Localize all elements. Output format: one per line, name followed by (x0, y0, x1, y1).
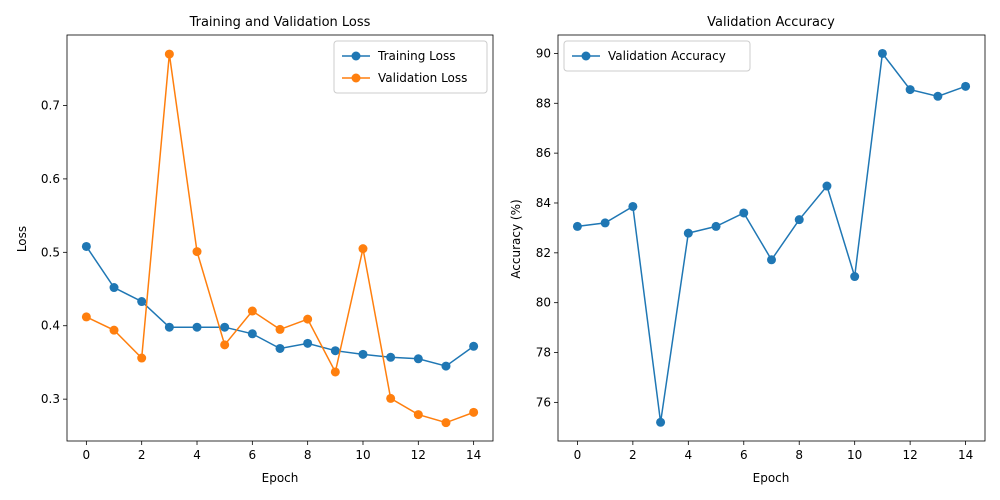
accuracy-x-tick-label: 14 (958, 448, 973, 462)
validation-loss-point (303, 314, 313, 324)
loss-y-tick-label: 0.3 (41, 392, 60, 406)
training-loss-legend-label: Training Loss (377, 49, 455, 63)
validation-loss-point (413, 410, 423, 420)
accuracy-chart-xlabel: Epoch (753, 471, 790, 485)
validation-accuracy-point (656, 417, 666, 427)
accuracy-x-tick-label: 8 (795, 448, 803, 462)
validation-loss-point (247, 306, 257, 316)
training-loss-point (109, 283, 119, 293)
training-loss-point (469, 341, 479, 351)
validation-loss-point (81, 312, 91, 322)
loss-x-tick-label: 8 (304, 448, 312, 462)
loss-y-tick-label: 0.6 (41, 172, 60, 186)
accuracy-y-tick-label: 90 (536, 46, 551, 60)
accuracy-x-tick-label: 0 (574, 448, 582, 462)
validation-loss-point (220, 340, 230, 350)
validation-loss-point (386, 393, 396, 403)
validation-loss-point (109, 325, 119, 335)
validation-accuracy-point (600, 218, 610, 228)
validation-accuracy-point (961, 81, 971, 91)
training-loss-point (247, 329, 257, 339)
validation-accuracy-point (794, 215, 804, 225)
accuracy-x-tick-label: 12 (902, 448, 917, 462)
accuracy-axes-frame (557, 34, 986, 442)
accuracy-legend: Validation Accuracy (563, 40, 751, 72)
accuracy-x-tick-label: 4 (684, 448, 692, 462)
validation-loss-legend-label: Validation Loss (378, 71, 467, 85)
loss-x-tick-label: 2 (138, 448, 146, 462)
validation-accuracy-point (933, 91, 943, 101)
validation-loss-point (137, 353, 147, 363)
accuracy-y-tick-label: 84 (536, 196, 551, 210)
loss-chart-ylabel: Loss (15, 226, 29, 252)
validation-accuracy-point (711, 221, 721, 231)
loss-axes-frame (66, 34, 494, 442)
training-loss-point (330, 346, 340, 356)
accuracy-y-tick-label: 80 (536, 296, 551, 310)
loss-y-tick-label: 0.7 (41, 98, 60, 112)
loss-chart-xlabel: Epoch (262, 471, 299, 485)
accuracy-y-tick-label: 76 (536, 395, 551, 409)
validation-loss-point (469, 407, 479, 417)
validation-loss-point (330, 367, 340, 377)
validation-loss-line (86, 53, 474, 424)
loss-chart-title: Training and Validation Loss (189, 15, 371, 30)
accuracy-chart: Validation Accuracy Epoch Accuracy (%) 0… (509, 15, 986, 485)
validation-loss-legend-marker (351, 73, 361, 83)
loss-legend-box (333, 40, 488, 94)
training-loss-point (220, 322, 230, 332)
training-loss-point (441, 361, 451, 371)
validation-accuracy-point (767, 255, 776, 265)
validation-loss-point (164, 49, 174, 59)
accuracy-chart-ylabel: Accuracy (%) (509, 199, 523, 278)
validation-accuracy-legend-label: Validation Accuracy (608, 49, 726, 63)
validation-loss-point (192, 247, 202, 257)
validation-accuracy-line (577, 51, 966, 423)
loss-y-tick-label: 0.4 (41, 319, 60, 333)
loss-x-tick-label: 12 (411, 448, 426, 462)
validation-accuracy-point (739, 208, 749, 218)
training-loss-point (358, 349, 368, 359)
validation-accuracy-point (905, 85, 915, 95)
accuracy-y-tick-label: 78 (536, 346, 551, 360)
accuracy-chart-title: Validation Accuracy (707, 15, 835, 30)
loss-legend: Training Loss Validation Loss (333, 40, 488, 94)
training-loss-point (137, 297, 147, 307)
loss-x-tick-label: 6 (249, 448, 257, 462)
training-loss-point (386, 352, 396, 362)
validation-accuracy-point (850, 272, 860, 282)
validation-loss-point (358, 244, 368, 254)
loss-chart: Training and Validation Loss Epoch Loss … (15, 15, 494, 485)
validation-accuracy-point (877, 48, 887, 58)
training-loss-point (413, 354, 423, 364)
training-loss-point (164, 322, 174, 332)
loss-y-tick-label: 0.5 (41, 245, 60, 259)
training-loss-legend-marker (351, 51, 361, 61)
validation-loss-point (441, 418, 451, 428)
loss-x-tick-label: 4 (193, 448, 201, 462)
validation-accuracy-legend-marker (581, 51, 591, 61)
accuracy-legend-box (563, 40, 751, 72)
accuracy-x-tick-label: 10 (847, 448, 862, 462)
accuracy-y-tick-label: 86 (536, 146, 551, 160)
validation-accuracy-point (683, 228, 693, 238)
validation-loss-point (275, 324, 285, 334)
training-loss-point (303, 338, 313, 348)
accuracy-x-tick-label: 6 (740, 448, 748, 462)
loss-x-tick-label: 0 (83, 448, 91, 462)
validation-accuracy-point (822, 181, 832, 191)
accuracy-y-tick-label: 82 (536, 246, 551, 260)
training-loss-point (81, 241, 91, 251)
accuracy-y-tick-label: 88 (536, 96, 551, 110)
loss-x-tick-label: 10 (355, 448, 370, 462)
accuracy-x-tick-label: 2 (629, 448, 637, 462)
validation-accuracy-point (572, 221, 582, 231)
training-loss-point (275, 343, 285, 353)
validation-accuracy-point (628, 201, 638, 211)
loss-x-tick-label: 14 (466, 448, 481, 462)
training-loss-point (192, 322, 202, 332)
